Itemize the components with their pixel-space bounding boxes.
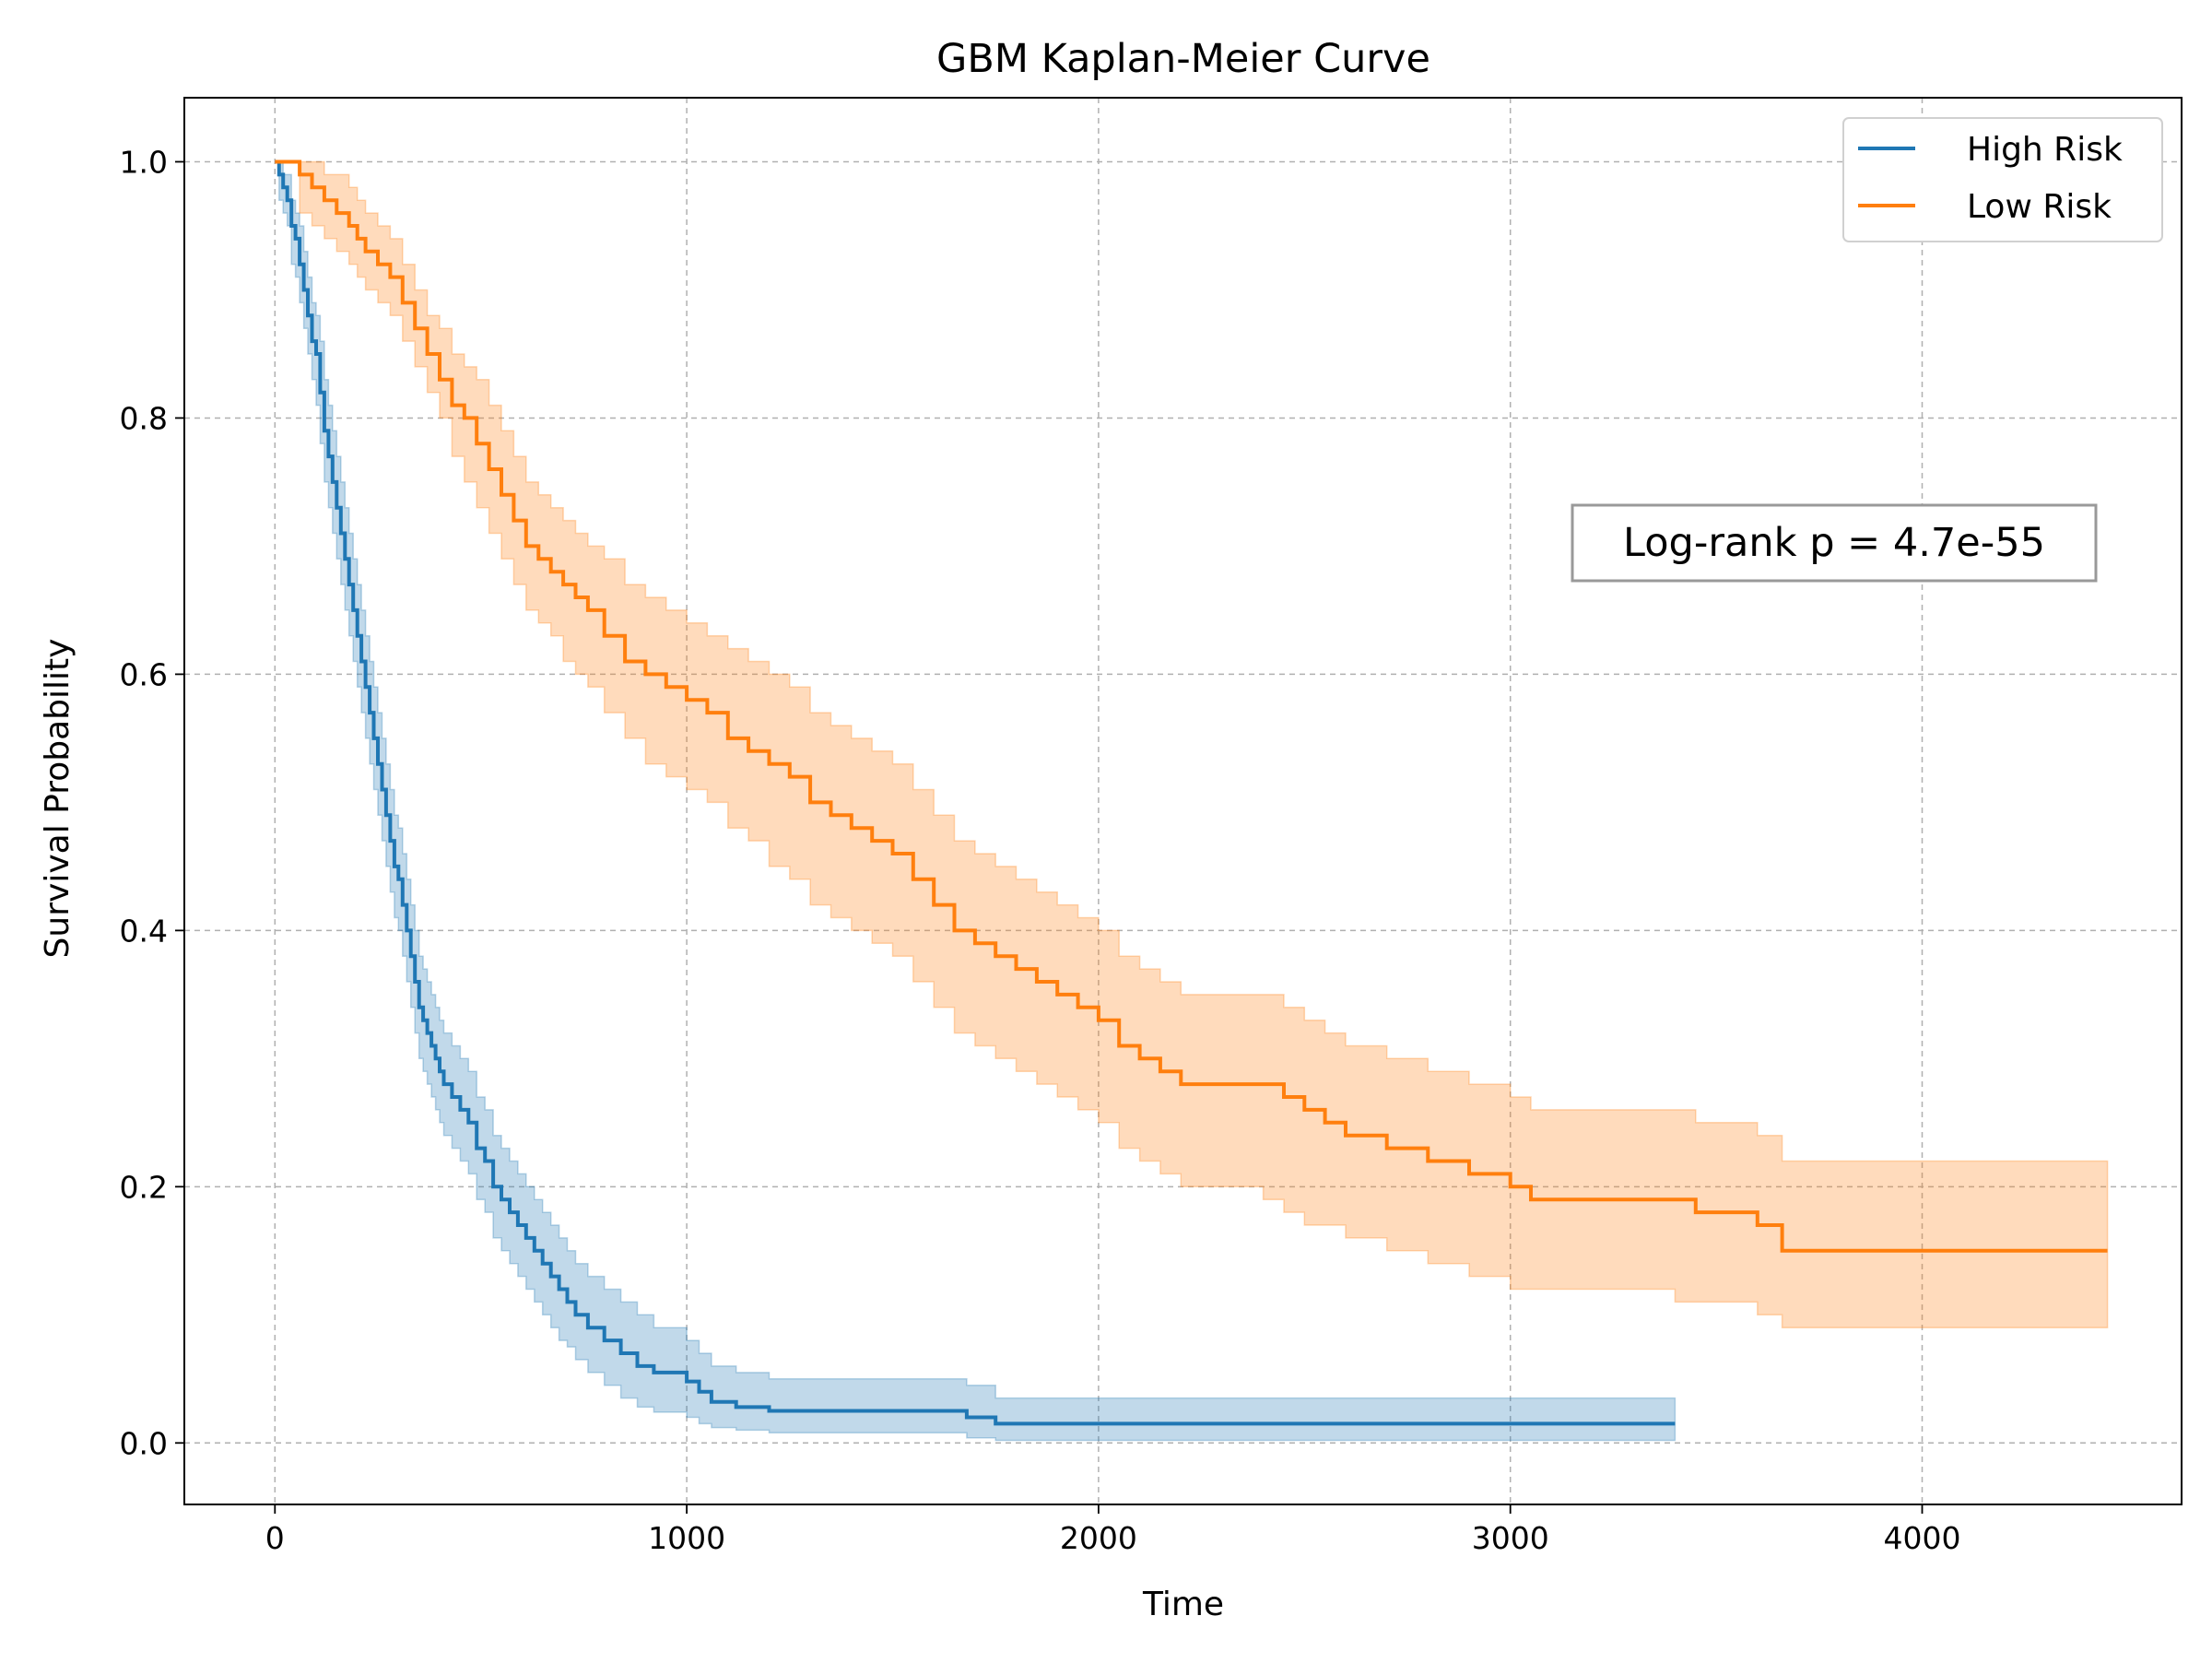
x-tick-label: 1000: [648, 1520, 725, 1556]
x-axis-label: Time: [1142, 1586, 1224, 1623]
low-risk-confidence-band: [275, 160, 2109, 1328]
y-tick-label: 0.6: [120, 656, 168, 692]
legend-label-high-risk: High Risk: [1967, 131, 2123, 169]
y-tick-label: 0.4: [120, 913, 168, 949]
survival-lines: [275, 159, 2108, 1426]
confidence-bands: [275, 160, 2109, 1442]
axis-ticks: 0 1000 2000 3000 4000 0.0 0.2 0.4 0.6 0.8 1.0: [120, 144, 1961, 1556]
y-tick-label: 0.0: [120, 1425, 168, 1461]
log-rank-annotation: Log-rank p = 4.7e-55: [1571, 503, 2098, 583]
high-risk-confidence-band: [275, 160, 1677, 1442]
x-tick-label: 2000: [1060, 1520, 1137, 1556]
x-tick-label: 4000: [1884, 1520, 1961, 1556]
legend: High Risk Low Risk: [1842, 117, 2163, 242]
y-axis-label: Survival Probability: [39, 639, 76, 959]
legend-box: [1842, 117, 2163, 242]
high-risk-survival-line: [275, 159, 1676, 1426]
plot-area-frame: [183, 97, 2183, 1505]
annotation-box: [1571, 503, 2098, 583]
x-tick-label: 0: [265, 1520, 285, 1556]
log-rank-annotation-text: Log-rank p = 4.7e-55: [1623, 520, 2045, 566]
y-tick-label: 0.8: [120, 400, 168, 436]
y-tick-label: 0.2: [120, 1169, 168, 1205]
x-tick-label: 3000: [1472, 1520, 1549, 1556]
y-tick-label: 1.0: [120, 144, 168, 180]
low-risk-survival-line: [275, 159, 2108, 1253]
chart-title: GBM Kaplan-Meier Curve: [936, 36, 1430, 82]
legend-label-low-risk: Low Risk: [1967, 188, 2112, 226]
